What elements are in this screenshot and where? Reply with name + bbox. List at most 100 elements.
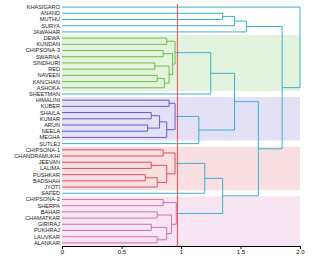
branch-line [62, 168, 151, 169]
branch-line [246, 26, 282, 27]
cluster-band [62, 97, 300, 140]
leaf-label: CHIPSONA-1 [26, 147, 60, 153]
leaf-label: SAFED [41, 190, 60, 196]
tick: 0 [61, 246, 65, 255]
branch-line [62, 187, 157, 188]
tick-label: 1 [180, 249, 184, 255]
chart: KHASIGAROANANDMUTHUSURYAJAWAHARDEWAKUNDA… [0, 0, 312, 261]
leaf-label: KANCHAN [33, 79, 60, 85]
leaf-label: ANAND [40, 10, 60, 16]
branch-line [167, 129, 175, 130]
branch-line [62, 13, 223, 14]
leaf-label: ARUN [44, 122, 60, 128]
branch-line [62, 44, 167, 45]
branch-line [62, 7, 300, 8]
branch-line [163, 202, 176, 203]
branch-line [167, 41, 175, 42]
tick: 0.5 [118, 246, 127, 255]
leaf-label: SUTLEJ [39, 141, 60, 147]
tick-label: 0.5 [118, 249, 127, 255]
leaf-label: JEEVAN [39, 159, 60, 165]
leaf-label: CHIPSONA-2 [26, 196, 60, 202]
merge-line [300, 7, 301, 88]
branch-line [62, 224, 151, 225]
leaf-label: MUTHU [40, 16, 60, 22]
branch-line [151, 227, 166, 228]
cluster-band [62, 35, 300, 91]
branch-line [176, 213, 222, 214]
branch-line [205, 178, 223, 179]
branch-line [211, 73, 235, 74]
branch-line [62, 218, 157, 219]
tick-label: 0 [61, 249, 65, 255]
branch-line [62, 193, 205, 194]
branch-line [62, 199, 163, 200]
branch-line [258, 148, 282, 149]
leaf-label: KUNDAN [36, 41, 60, 47]
branch-line [62, 180, 145, 181]
branch-line [167, 233, 172, 234]
leaf-label: SURYA [41, 23, 60, 29]
branch-line [62, 162, 151, 163]
cluster-band [62, 196, 300, 246]
branch-line [148, 128, 160, 129]
leaf-label: LALIMA [40, 165, 60, 171]
branch-line [282, 87, 300, 88]
branch-line [62, 211, 157, 212]
branch-line [145, 177, 157, 178]
branch-line [62, 143, 199, 144]
leaf-label: BADSHAH [33, 178, 60, 184]
branch-line [157, 214, 171, 215]
leaf-label: HIMALINI [36, 97, 61, 103]
branch-line [175, 116, 199, 117]
tick: 1.5 [237, 246, 246, 255]
cluster-band [62, 147, 300, 190]
bands [62, 35, 300, 246]
branch-line [164, 83, 169, 84]
branch-line [235, 101, 259, 102]
branch-line [155, 66, 169, 67]
branch-line [62, 205, 163, 206]
branch-line [163, 152, 175, 153]
leaf-label: CHAMATKAR [25, 215, 60, 221]
branch-line [62, 112, 151, 113]
leaf-label: SWARNA [36, 54, 61, 60]
branch-line [62, 75, 157, 76]
leaf-label: RED [48, 66, 60, 72]
branch-line [62, 87, 164, 88]
tick: 1 [180, 246, 184, 255]
tick-label: 2.0 [296, 249, 305, 255]
leaf-label: KHASIGARO [27, 4, 61, 10]
leaf-label: NAVEEN [37, 72, 60, 78]
leaf-label: PUSHKAR [33, 172, 60, 178]
branch-line [235, 21, 247, 22]
leaf-label: CHANDRAMUKHI [14, 153, 60, 159]
leaf-label: KUMAR [40, 116, 60, 122]
branch-line [62, 131, 148, 132]
plot-area [62, 7, 300, 243]
branch-line [62, 174, 145, 175]
branch-line [62, 62, 155, 63]
leaf-label: MEGHA [39, 134, 60, 140]
branch-line [62, 93, 211, 94]
branch-line [171, 224, 176, 225]
branch-line [62, 25, 235, 26]
tick: 2.0 [296, 246, 305, 255]
branch-line [62, 137, 167, 138]
leaf-label: LAUVKAR [34, 234, 60, 240]
branch-line [175, 52, 211, 53]
branch-line [62, 50, 163, 51]
leaf-label: DEWA [43, 35, 60, 41]
leaf-label: GIRIRAJ [38, 221, 60, 227]
branch-line [169, 103, 175, 104]
branch-line [62, 100, 169, 101]
branch-line [173, 64, 175, 65]
branch-line [62, 38, 167, 39]
branch-line [62, 19, 223, 20]
leaf-label: SHEETMAN [29, 91, 60, 97]
leaf-label: JYOTI [44, 184, 60, 190]
branch-line [175, 163, 205, 164]
leaf-label: ASHOKA [37, 85, 61, 91]
branch-line [62, 242, 157, 243]
branch-line [157, 182, 167, 183]
